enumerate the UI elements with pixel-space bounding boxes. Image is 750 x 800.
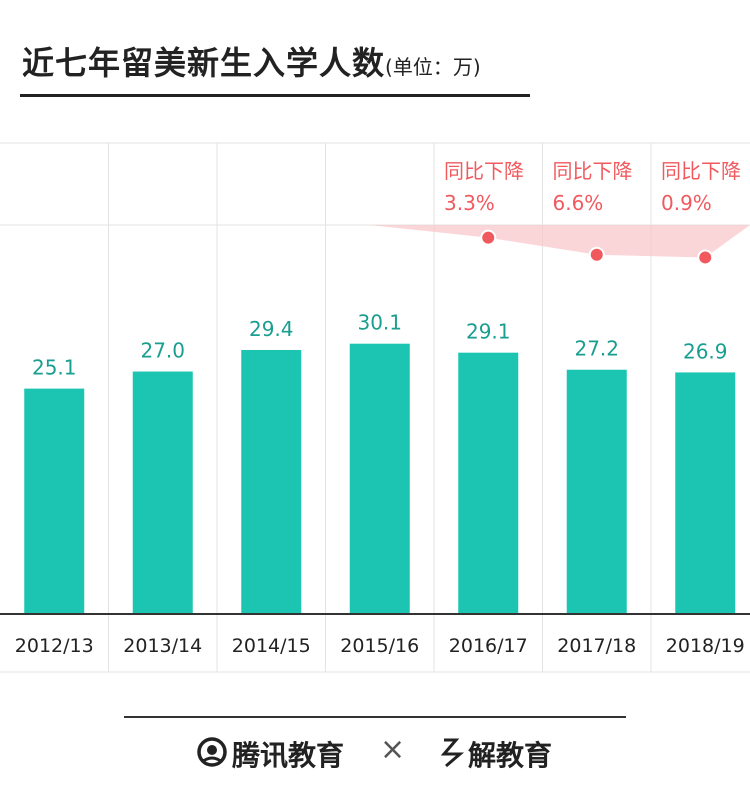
bar-2012/13 [24, 388, 85, 614]
annotation-label: 同比下降 [661, 159, 741, 183]
bar-2018/19 [675, 372, 736, 614]
value-label: 27.2 [574, 337, 619, 361]
annotation-value: 6.6% [553, 191, 604, 215]
x-tick-label: 2017/18 [557, 635, 636, 657]
x-tick-label: 2015/16 [340, 635, 419, 657]
value-label: 27.0 [140, 339, 185, 363]
decline-point [697, 249, 714, 266]
annotation-value: 0.9% [661, 191, 712, 215]
annotation-value: 3.3% [444, 191, 495, 215]
bar-2015/16 [349, 343, 410, 614]
bar-2014/15 [241, 349, 302, 614]
brand-left: 腾讯教育 [232, 739, 345, 772]
x-tick-label: 2018/19 [666, 635, 745, 657]
bar-2016/17 [458, 352, 519, 614]
tencent-edu-logo-icon [197, 737, 227, 767]
bar-2013/14 [132, 371, 193, 614]
decline-point [588, 246, 605, 263]
value-label: 26.9 [683, 339, 728, 363]
brand-right: 解教育 [468, 739, 553, 772]
decline-point [480, 229, 497, 246]
x-tick-label: 2013/14 [123, 635, 202, 657]
value-label: 29.1 [466, 320, 511, 344]
x-tick-label: 2016/17 [449, 635, 528, 657]
annotation-label: 同比下降 [444, 159, 524, 183]
footer: 腾讯教育 × 解教育 [0, 728, 750, 778]
value-label: 25.1 [32, 356, 77, 380]
chart-title-main: 近七年留美新生入学人数 [22, 44, 386, 82]
chart-area: 25.1 27.0 29.4 30.1 29.1 27.2 26.9 2012/13 2013/… [0, 142, 750, 673]
chart-title-unit: (单位：万) [385, 55, 481, 79]
jie-edu-logo-icon [440, 738, 465, 768]
x-tick-label: 2014/15 [232, 635, 311, 657]
footer-divider [124, 716, 626, 718]
brand-separator: × [380, 732, 406, 767]
title-underline [20, 94, 530, 97]
x-tick-label: 2012/13 [15, 635, 94, 657]
bar-2017/18 [566, 369, 627, 614]
decline-highlight-area [368, 225, 750, 258]
chart-title: 近七年留美新生入学人数(单位：万) [22, 38, 481, 84]
value-label: 30.1 [357, 311, 402, 335]
annotation-label: 同比下降 [553, 159, 633, 183]
value-label: 29.4 [249, 317, 294, 341]
